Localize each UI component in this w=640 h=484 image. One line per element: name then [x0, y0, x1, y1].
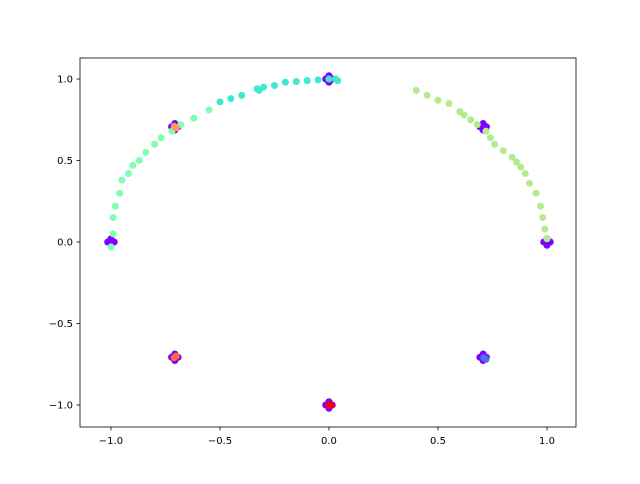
scatter-point [460, 111, 468, 119]
scatter-point [327, 401, 335, 409]
scatter-point [111, 202, 119, 210]
y-tick-label: 1.0 [57, 75, 73, 86]
scatter-point [434, 96, 442, 104]
scatter-point [292, 77, 300, 85]
scatter-point [412, 86, 420, 94]
scatter-point [423, 91, 431, 99]
scatter-point [536, 202, 544, 210]
scatter-point [109, 214, 117, 222]
x-tick-label: −0.5 [208, 436, 232, 447]
scatter-point [517, 163, 525, 171]
plot-frame [79, 57, 577, 428]
scatter-point [238, 91, 246, 99]
x-tick-label: 0.5 [430, 436, 446, 447]
scatter-point [109, 230, 117, 238]
scatter-point [482, 127, 490, 135]
scatter-point [270, 82, 278, 90]
scatter-point [539, 214, 547, 222]
x-tick-label: −1.0 [99, 436, 123, 447]
scatter-point [118, 176, 126, 184]
scatter-point [473, 121, 481, 129]
scatter-point [135, 157, 143, 165]
scatter-point [508, 153, 516, 161]
scatter-point [334, 77, 342, 85]
scatter-point [314, 76, 322, 84]
scatter-point [190, 114, 198, 122]
scatter-point [325, 75, 333, 83]
scatter-point [499, 147, 507, 155]
y-tick-label: −1.0 [49, 400, 73, 411]
scatter-point [151, 140, 159, 148]
scatter-point [479, 120, 487, 128]
scatter-point [543, 235, 551, 243]
scatter-point [107, 243, 115, 251]
scatter-point [170, 122, 178, 130]
scatter-point [116, 189, 124, 197]
scatter-point [281, 78, 289, 86]
scatter-point [512, 158, 520, 166]
x-tick-label: 1.0 [539, 436, 555, 447]
scatter-point [521, 170, 529, 178]
scatter-point [532, 189, 540, 197]
scatter-point [255, 86, 263, 94]
scatter-point [491, 140, 499, 148]
scatter-point [157, 134, 165, 142]
scatter-point [124, 170, 132, 178]
scatter-point [303, 77, 311, 85]
scatter-point [205, 106, 213, 114]
scatter-point [482, 355, 490, 363]
scatter-point [486, 134, 494, 142]
y-tick-label: −0.5 [49, 319, 73, 330]
scatter-point [142, 148, 150, 156]
y-tick-label: 0.0 [57, 238, 73, 249]
x-tick-label: 0.0 [321, 436, 337, 447]
y-tick-label: 0.5 [57, 156, 73, 167]
scatter-point [227, 95, 235, 103]
scatter-point [541, 225, 549, 233]
scatter-point [445, 99, 453, 107]
scatter-point [216, 98, 224, 106]
scatter-point [467, 116, 475, 124]
scatter-point [129, 161, 137, 169]
scatter-point [543, 241, 551, 249]
scatter-point [170, 354, 178, 362]
scatter-point [526, 179, 534, 187]
